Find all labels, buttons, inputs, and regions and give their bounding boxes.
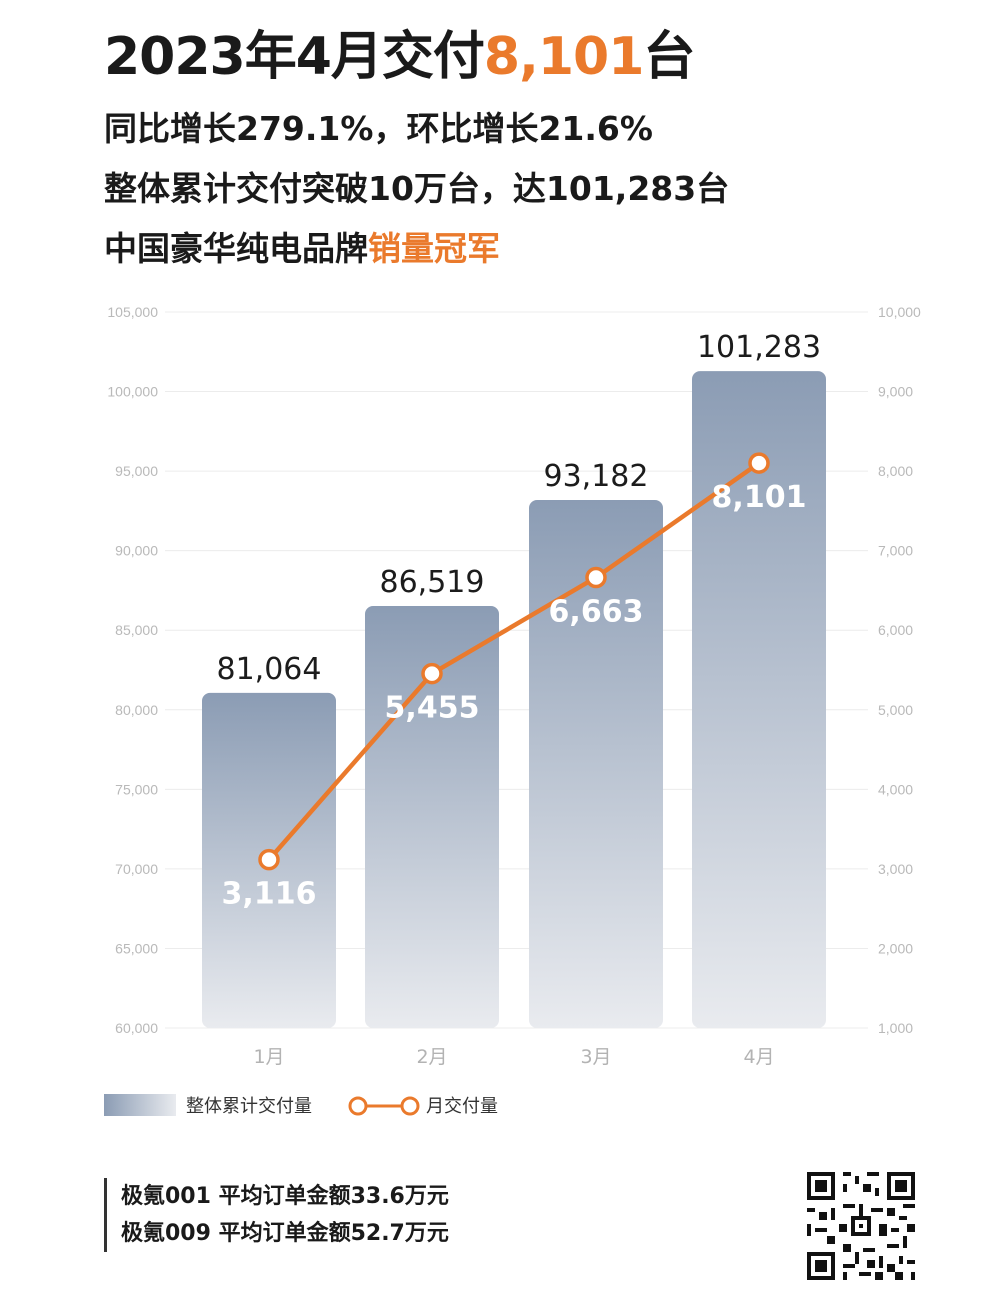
left-axis-tick: 90,000	[115, 543, 158, 559]
line-point	[421, 662, 443, 685]
brand-line: 中国豪华纯电品牌销量冠军	[104, 222, 500, 270]
left-axis-tick: 95,000	[115, 463, 158, 479]
right-axis-tick: 10,000	[878, 304, 921, 320]
right-axis-tick: 2,000	[878, 940, 913, 956]
title-suffix: 台	[643, 27, 695, 87]
title-highlight: 8,101	[483, 27, 644, 87]
line-value-label: 6,663	[549, 594, 644, 629]
bar-value-label: 86,519	[380, 565, 485, 600]
brand-line-prefix: 中国豪华纯电品牌	[104, 229, 368, 268]
line-point	[748, 452, 770, 474]
left-axis-tick: 105,000	[107, 304, 158, 320]
left-axis-tick: 65,000	[115, 940, 158, 956]
footnotes: 极氪001 平均订单金额33.6万元 极氪009 平均订单金额52.7万元	[104, 1178, 449, 1252]
right-axis-tick: 7,000	[878, 543, 913, 559]
left-axis-tick: 70,000	[115, 861, 158, 877]
footnote-001: 极氪001 平均订单金额33.6万元	[121, 1184, 449, 1209]
legend-line-swatch	[348, 1096, 420, 1116]
line-value-label: 8,101	[712, 480, 807, 515]
line-point	[585, 566, 607, 589]
delivery-chart: 60,000 1,000 65,000 2,000 70,000 3,000 75,000 4…	[107, 304, 921, 1068]
cumulative-line: 整体累计交付突破10万台，达101,283台	[104, 169, 730, 208]
right-axis-tick: 1,000	[878, 1020, 913, 1036]
right-axis-tick: 4,000	[878, 781, 913, 797]
category-label: 2月	[416, 1046, 447, 1068]
category-label: 4月	[743, 1046, 774, 1068]
bar-value-label: 101,283	[697, 330, 821, 365]
right-axis-tick: 8,000	[878, 463, 913, 479]
right-axis-tick: 3,000	[878, 861, 913, 877]
left-axis-tick: 100,000	[107, 384, 158, 400]
right-axis-tick: 6,000	[878, 622, 913, 638]
category-label: 1月	[253, 1046, 284, 1068]
bar-value-label: 81,064	[217, 652, 322, 687]
bar-cumulative	[529, 500, 663, 1029]
bar-cumulative	[692, 371, 826, 1028]
left-axis-tick: 85,000	[115, 622, 158, 638]
left-axis-tick: 80,000	[115, 702, 158, 718]
footnote-009: 极氪009 平均订单金额52.7万元	[121, 1221, 449, 1246]
right-axis-tick: 5,000	[878, 702, 913, 718]
bar-value-label: 93,182	[544, 459, 649, 494]
legend-bar-swatch	[104, 1094, 176, 1116]
line-value-label: 5,455	[385, 691, 480, 726]
qr-code-icon	[807, 1172, 915, 1280]
right-axis-tick: 9,000	[878, 384, 913, 400]
line-monthly	[267, 461, 761, 862]
brand-line-highlight: 销量冠军	[368, 229, 500, 268]
growth-line: 同比增长279.1%，环比增长21.6%	[104, 109, 653, 148]
legend-bar-label: 整体累计交付量	[186, 1096, 312, 1117]
line-point	[258, 848, 280, 871]
category-label: 3月	[580, 1046, 611, 1068]
title-prefix: 2023年4月交付	[104, 27, 485, 87]
legend-line-label: 月交付量	[426, 1096, 498, 1117]
left-axis-tick: 75,000	[115, 781, 158, 797]
line-value-label: 3,116	[222, 877, 317, 912]
page-title: 2023年4月交付8,101台	[104, 14, 695, 89]
left-axis-tick: 60,000	[115, 1020, 158, 1036]
